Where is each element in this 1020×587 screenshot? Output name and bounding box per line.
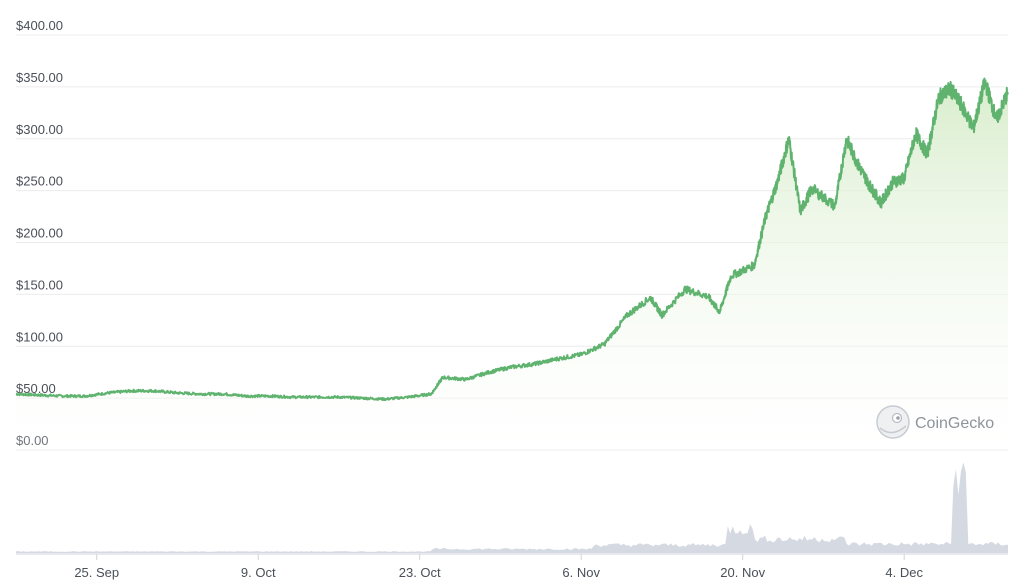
y-tick-label: $100.00 [16,329,63,344]
x-tick-label: 20. Nov [720,565,765,580]
x-tick-label: 23. Oct [399,565,441,580]
y-tick-label: $300.00 [16,122,63,137]
price-area [16,78,1008,450]
volume-area-fill [16,462,1008,553]
x-tick-label: 6. Nov [562,565,600,580]
price-line-series [15,77,1009,402]
x-axis: 25. Sep 9. Oct 23. Oct 6. Nov 20. Nov 4. Dec [74,554,923,580]
x-tick-label: 25. Sep [74,565,119,580]
coingecko-watermark-text: CoinGecko [915,415,994,432]
y-axis: $400.00 $350.00 $300.00 $250.00 $200.00 $150.… [16,18,63,448]
x-tick-label: 9. Oct [241,565,276,580]
y-tick-label: $350.00 [16,70,63,85]
price-area-fill [16,78,1008,450]
price-line [15,77,1009,402]
volume-area [16,462,1008,555]
x-tick-label: 4. Dec [885,565,923,580]
y-tick-label: $200.00 [16,226,63,241]
y-tick-label: $150.00 [16,277,63,292]
y-tick-label: $400.00 [16,18,63,33]
y-tick-label: $50.00 [16,381,56,396]
y-tick-label: $250.00 [16,174,63,189]
coingecko-watermark: CoinGecko [876,405,994,439]
